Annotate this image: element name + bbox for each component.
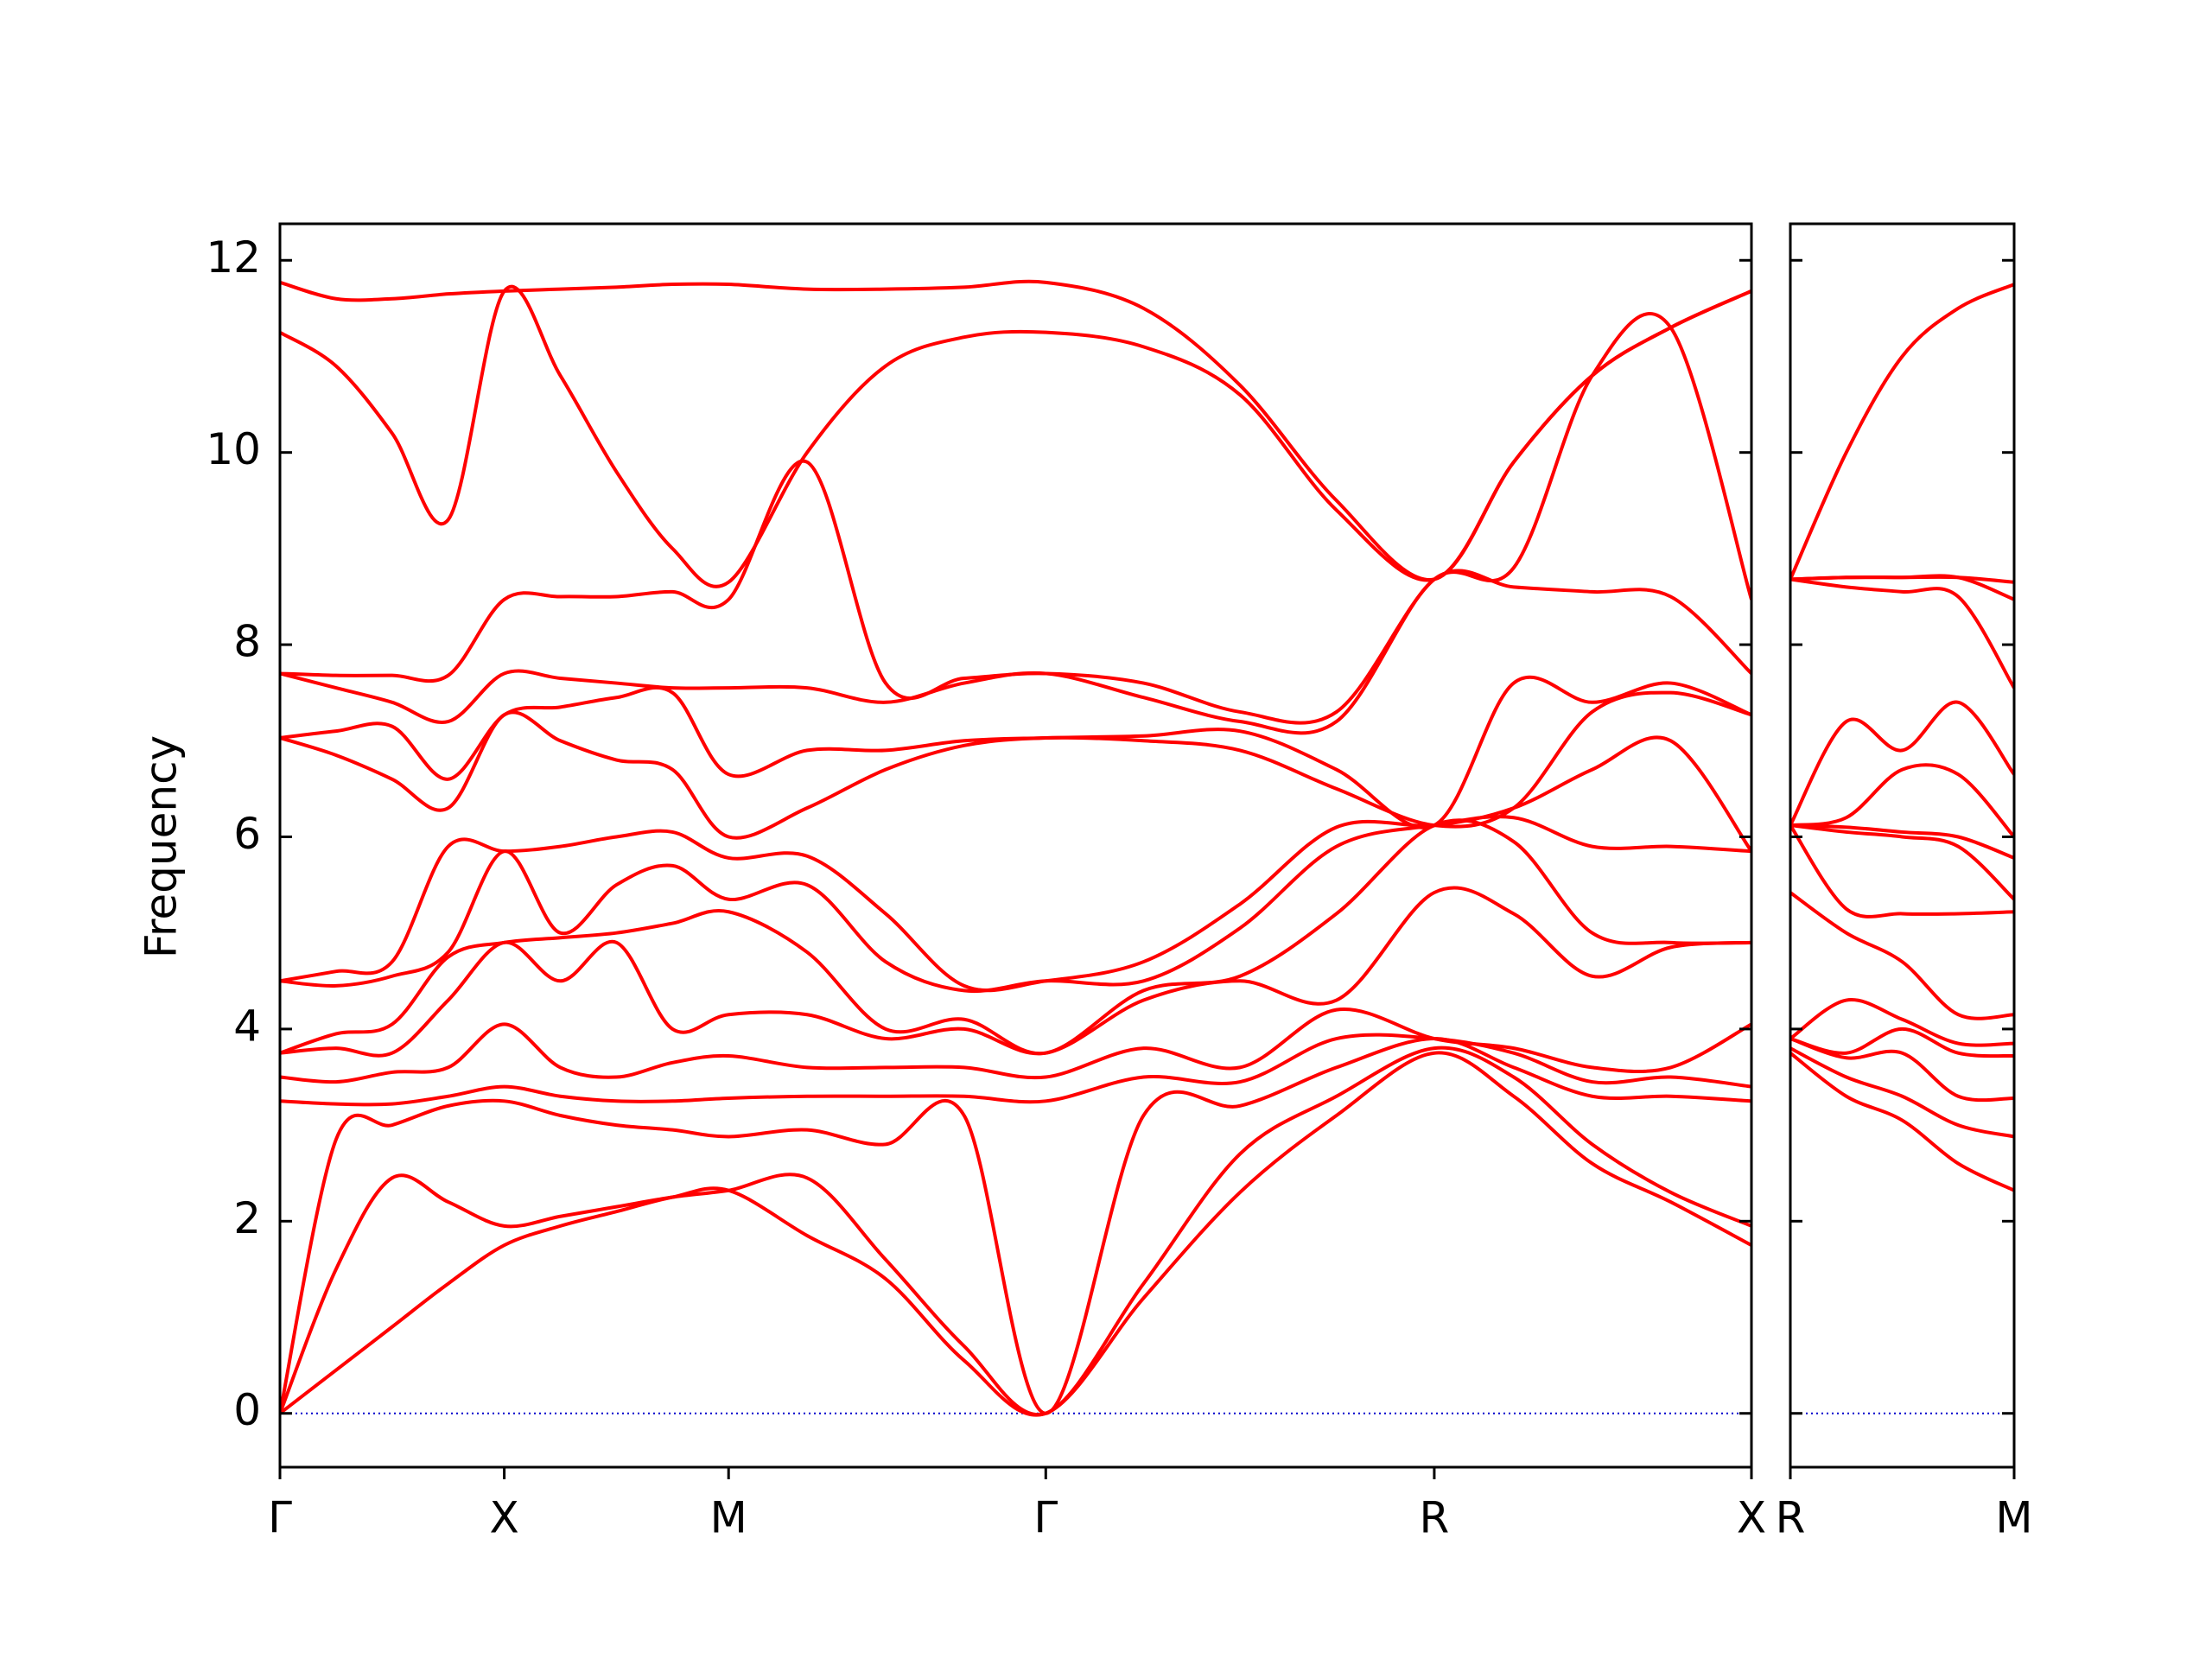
band-line (1790, 1046, 2014, 1139)
band-line (1790, 823, 2014, 901)
x-tick-label: R (1420, 1493, 1450, 1543)
band-line (280, 284, 1751, 588)
band-line (280, 1007, 1751, 1084)
band-line (1790, 1037, 2014, 1103)
y-tick-label: 6 (233, 809, 261, 859)
x-tick-label: R (1776, 1493, 1806, 1543)
band-line (280, 1033, 1751, 1107)
band-line (280, 815, 1751, 994)
y-tick-label: 10 (206, 424, 261, 474)
band-line (1790, 1027, 2014, 1058)
band-line (1790, 700, 2014, 827)
y-tick-label: 2 (233, 1193, 261, 1243)
band-line (1790, 283, 2014, 581)
band-line (280, 690, 1751, 840)
band-line (280, 818, 1751, 1056)
band-line (280, 735, 1751, 993)
y-tick-label: 0 (233, 1385, 261, 1435)
y-tick-label: 4 (233, 1001, 261, 1051)
bands (1790, 283, 2014, 1192)
band-line (1790, 824, 2014, 918)
panel-frame (278, 222, 1753, 1469)
band-line (280, 675, 1751, 830)
band-line (1790, 998, 2014, 1047)
band-line (280, 1046, 1751, 1417)
band-line (280, 886, 1751, 1058)
band-line (280, 1051, 1751, 1417)
band-line (1790, 891, 2014, 1020)
x-tick-label: M (710, 1493, 747, 1543)
band-line (280, 569, 1751, 735)
band-line (1790, 823, 2014, 860)
band-line (280, 312, 1751, 725)
x-tick-label: Γ (268, 1493, 292, 1543)
bands (280, 279, 1751, 1417)
y-axis-label: Frequency (137, 735, 187, 958)
band-line (280, 279, 1751, 582)
x-tick-label: M (1995, 1493, 2032, 1543)
y-tick-label: 12 (206, 232, 261, 283)
band-line (1790, 577, 2014, 690)
x-tick-label: X (489, 1493, 518, 1543)
band-line (1790, 1052, 2014, 1192)
x-tick-label: X (1737, 1493, 1766, 1543)
panel-frame (1789, 222, 2016, 1469)
band-line (1790, 575, 2014, 584)
y-tick-label: 8 (233, 617, 261, 667)
band-line (1790, 763, 2014, 838)
x-tick-label: Γ (1033, 1493, 1058, 1543)
